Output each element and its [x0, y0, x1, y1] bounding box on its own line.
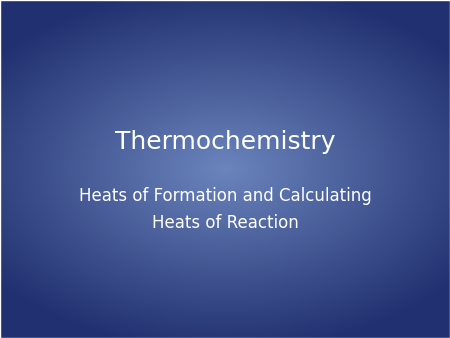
Text: Thermochemistry: Thermochemistry: [115, 130, 335, 154]
Text: Heats of Formation and Calculating
Heats of Reaction: Heats of Formation and Calculating Heats…: [79, 187, 371, 232]
